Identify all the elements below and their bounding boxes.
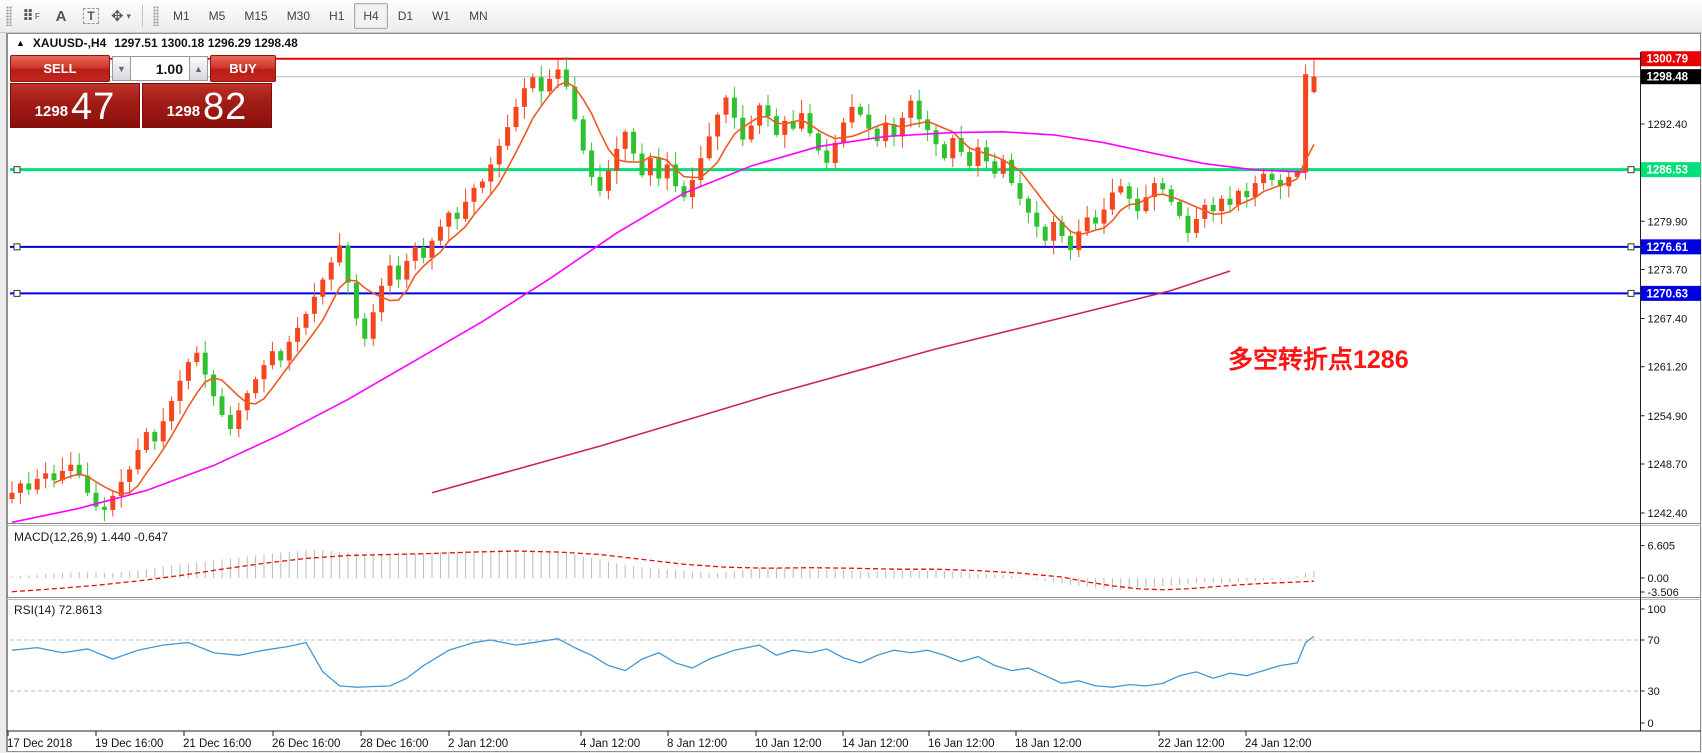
sell-button[interactable]: SELL xyxy=(10,55,110,82)
volume-stepper: ▼ ▲ xyxy=(112,56,208,81)
toolbar: ⠿ F A T ✥ ▾ M1 M5 M15 M30 H1 H4 D1 W1 MN xyxy=(0,0,1702,33)
trade-buttons-row: SELL ▼ ▲ BUY xyxy=(10,55,276,82)
buy-price-pips: 82 xyxy=(203,86,248,128)
macd-indicator-label: MACD(12,26,9) 1.440 -0.647 xyxy=(14,530,169,544)
label-a-icon[interactable]: A xyxy=(55,7,67,25)
cursor-modes-icon[interactable]: ✥ ▾ xyxy=(110,8,132,25)
text-annotation[interactable]: 多空转折点1286 xyxy=(1228,346,1409,374)
timeframe-group: M1 M5 M15 M30 H1 H4 D1 W1 MN xyxy=(164,3,497,29)
sell-price-pips: 47 xyxy=(71,86,116,128)
volume-decrease-button[interactable]: ▼ xyxy=(112,56,131,81)
drawing-tools-group: ⠿ F A T ✥ ▾ xyxy=(17,3,135,29)
timeframe-button-h4[interactable]: H4 xyxy=(354,3,388,29)
buy-button[interactable]: BUY xyxy=(210,55,276,82)
chart-window: ▲ XAUUSD-,H4 1297.51 1300.18 1296.29 129… xyxy=(6,33,1701,752)
timeframe-button-m5[interactable]: M5 xyxy=(208,9,226,23)
one-click-trading-panel: SELL ▼ ▲ BUY 1298 47 1298 82 xyxy=(10,55,276,128)
trade-prices-row: 1298 47 1298 82 xyxy=(10,83,272,128)
timeframe-toolbar-grip[interactable] xyxy=(153,6,159,26)
text-box-icon[interactable]: T xyxy=(77,3,105,29)
toolbar-separator xyxy=(142,5,143,27)
volume-input[interactable] xyxy=(131,56,189,81)
collapse-arrow-icon[interactable]: ▲ xyxy=(16,38,25,48)
buy-price-display[interactable]: 1298 82 xyxy=(142,83,272,128)
dropdown-caret-icon: ▾ xyxy=(126,10,132,21)
timeframe-button-m15[interactable]: M15 xyxy=(244,9,268,23)
chart-ohlc-values: 1297.51 1300.18 1296.29 1298.48 xyxy=(114,36,298,50)
volume-increase-button[interactable]: ▲ xyxy=(189,56,208,81)
timeframe-button-w1[interactable]: W1 xyxy=(432,9,451,23)
chart-symbol-period: XAUUSD-,H4 xyxy=(32,36,107,50)
grid-f-icon[interactable]: ⠿ F xyxy=(22,8,40,25)
timeframe-button-d1[interactable]: D1 xyxy=(397,9,414,23)
timeframe-button-m1[interactable]: M1 xyxy=(173,9,190,23)
chart-title: ▲ XAUUSD-,H4 1297.51 1300.18 1296.29 129… xyxy=(16,36,298,50)
timeframe-button-mn[interactable]: MN xyxy=(469,9,488,23)
sell-price-big-figure: 1298 xyxy=(34,103,69,120)
rsi-indicator-label: RSI(14) 72.8613 xyxy=(14,603,103,617)
timeframe-button-h1[interactable]: H1 xyxy=(329,9,345,23)
timeframe-button-m30[interactable]: M30 xyxy=(286,9,311,23)
sell-price-display[interactable]: 1298 47 xyxy=(10,83,140,128)
buy-price-big-figure: 1298 xyxy=(166,103,201,120)
toolbar-grip[interactable] xyxy=(6,6,12,26)
